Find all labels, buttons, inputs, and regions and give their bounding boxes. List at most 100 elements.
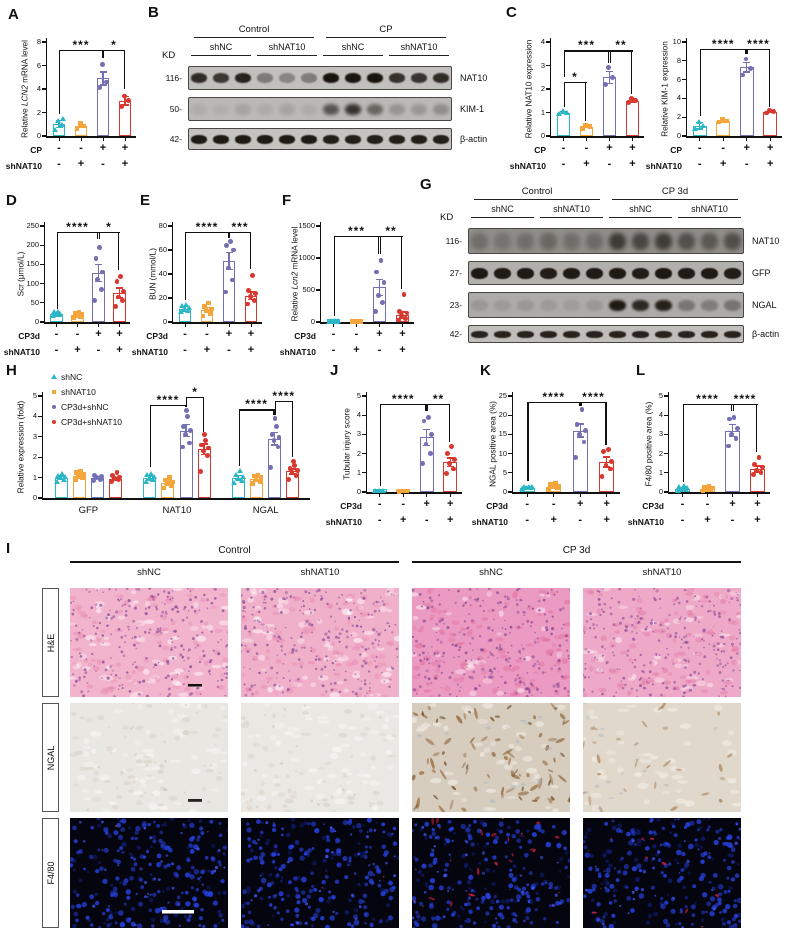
tissue-speckle bbox=[648, 830, 653, 835]
sig-bracket bbox=[274, 401, 293, 403]
sig-bracket bbox=[563, 50, 610, 52]
tissue-speckle bbox=[608, 677, 611, 680]
tissue-speckle bbox=[412, 712, 419, 716]
tissue-speckle bbox=[336, 787, 344, 794]
tissue-speckle bbox=[164, 788, 168, 792]
western-blot-nat10-ngal: Control CP 3d shNC shNAT10 shNC shNAT10 KD 116-… bbox=[424, 178, 788, 350]
sig-stars: * bbox=[192, 385, 198, 400]
tissue-speckle bbox=[187, 610, 190, 612]
tissue-speckle bbox=[514, 677, 518, 681]
axis-tick bbox=[546, 135, 550, 137]
sig-bracket bbox=[274, 401, 276, 416]
tissue-speckle bbox=[109, 801, 117, 806]
factor-symbol: + bbox=[247, 328, 255, 340]
tissue-speckle bbox=[185, 901, 191, 907]
tissue-speckle bbox=[607, 863, 613, 869]
tissue-speckle bbox=[467, 710, 472, 714]
axis-tick bbox=[362, 414, 366, 416]
tissue-speckle bbox=[366, 831, 369, 833]
tissue-speckle bbox=[440, 671, 444, 675]
tissue-speckle bbox=[561, 829, 567, 836]
tissue-speckle bbox=[504, 692, 507, 695]
tissue-speckle bbox=[201, 869, 206, 873]
factor-symbol: + bbox=[95, 328, 102, 340]
tissue-speckle bbox=[537, 641, 540, 643]
tissue-speckle bbox=[489, 652, 493, 656]
tissue-speckle bbox=[209, 763, 213, 767]
blot-band bbox=[516, 267, 534, 279]
axis-tick bbox=[526, 494, 528, 497]
tissue-speckle bbox=[373, 828, 377, 832]
tissue-speckle bbox=[513, 690, 519, 696]
tissue-speckle bbox=[332, 650, 340, 656]
tissue-speckle bbox=[267, 681, 269, 683]
tissue-speckle bbox=[426, 758, 430, 765]
factor-label: CP bbox=[30, 145, 42, 155]
axis-tick bbox=[402, 324, 403, 327]
tissue-speckle bbox=[145, 680, 156, 684]
data-point bbox=[676, 484, 683, 490]
data-point bbox=[763, 110, 769, 116]
axis-tick bbox=[316, 321, 320, 323]
tissue-speckle bbox=[80, 690, 84, 694]
tissue-speckle bbox=[283, 599, 289, 605]
tissue-speckle bbox=[649, 661, 652, 664]
tissue-speckle bbox=[473, 786, 478, 792]
tissue-speckle bbox=[672, 638, 677, 644]
tissue-speckle bbox=[313, 887, 318, 892]
tissue-speckle bbox=[158, 805, 169, 811]
data-point bbox=[743, 56, 749, 62]
data-point bbox=[404, 310, 410, 316]
tissue-speckle bbox=[189, 598, 192, 602]
sig-stars: *** bbox=[72, 37, 90, 52]
data-point bbox=[290, 458, 296, 464]
tissue-speckle bbox=[198, 609, 201, 612]
tissue-speckle bbox=[335, 837, 341, 844]
tissue-speckle bbox=[597, 598, 601, 601]
tissue-speckle bbox=[125, 610, 128, 613]
tissue-speckle bbox=[282, 804, 288, 809]
tissue-speckle bbox=[600, 635, 607, 641]
tissue-speckle bbox=[693, 651, 703, 656]
sig-stars: **** bbox=[711, 36, 735, 51]
tissue-speckle bbox=[120, 635, 124, 639]
data-point bbox=[197, 469, 203, 474]
tissue-speckle bbox=[583, 632, 586, 634]
tissue-speckle bbox=[694, 902, 698, 905]
protein-label: GFP bbox=[752, 267, 771, 278]
tissue-speckle bbox=[317, 766, 326, 771]
tissue-speckle bbox=[470, 659, 473, 662]
tissue-speckle bbox=[723, 858, 727, 862]
tissue-speckle bbox=[322, 802, 331, 808]
bar bbox=[739, 67, 754, 136]
tissue-speckle bbox=[114, 629, 123, 633]
sig-bracket bbox=[682, 403, 684, 483]
tissue-speckle bbox=[504, 855, 508, 859]
tissue-speckle bbox=[172, 657, 175, 660]
data-point bbox=[100, 269, 105, 275]
tissue-speckle bbox=[249, 857, 253, 861]
tissue-speckle bbox=[217, 652, 221, 656]
tissue-speckle bbox=[509, 898, 514, 902]
tissue-speckle bbox=[105, 908, 110, 912]
tissue-speckle bbox=[143, 656, 150, 663]
tissue-speckle bbox=[138, 692, 141, 696]
tissue-speckle bbox=[678, 636, 681, 638]
tissue-speckle bbox=[554, 664, 556, 667]
tissue-speckle bbox=[465, 890, 468, 892]
tissue-speckle bbox=[583, 674, 585, 677]
blot-band bbox=[631, 267, 649, 279]
tissue-speckle bbox=[457, 589, 460, 593]
tissue-speckle bbox=[631, 673, 637, 680]
tissue-speckle bbox=[190, 692, 194, 695]
tissue-speckle bbox=[604, 648, 606, 650]
tissue-speckle bbox=[427, 705, 431, 711]
tissue-speckle bbox=[338, 632, 342, 636]
factor-label: CP3d bbox=[486, 501, 508, 511]
data-point bbox=[72, 310, 78, 316]
tissue-speckle bbox=[557, 659, 561, 663]
tissue-speckle bbox=[487, 588, 491, 590]
tissue-speckle bbox=[501, 818, 504, 820]
tissue-speckle bbox=[549, 653, 553, 656]
tissue-speckle bbox=[496, 690, 504, 696]
